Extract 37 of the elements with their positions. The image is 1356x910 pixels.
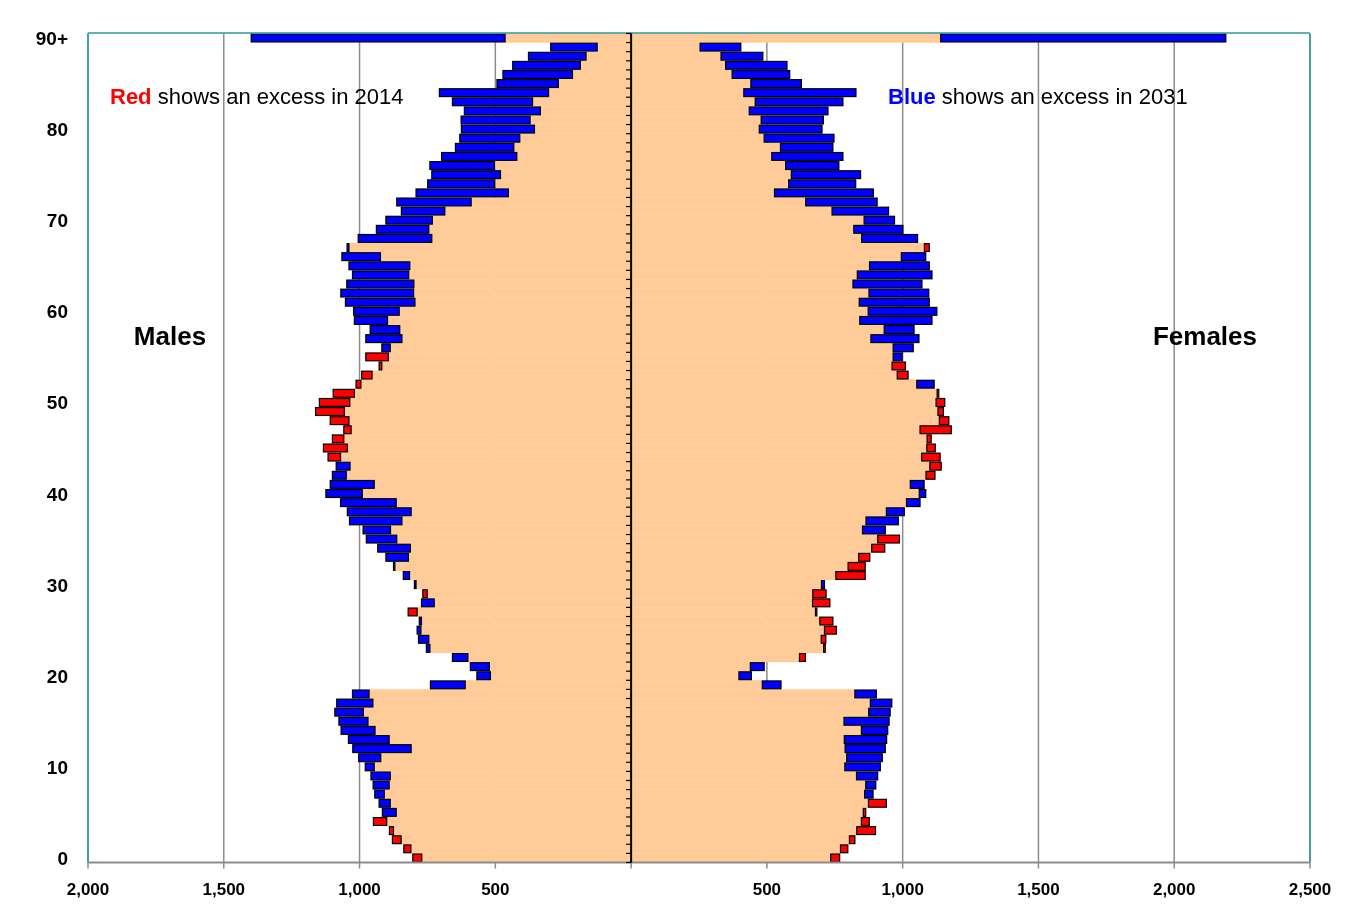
annotation: Blue shows an excess in 2031 — [888, 84, 1188, 109]
y-tick-label: 80 — [46, 119, 68, 141]
y-tick-label: 50 — [46, 392, 68, 414]
x-tick-label: 2,500 — [1288, 879, 1332, 899]
annotation: Females — [1152, 321, 1258, 351]
bar — [848, 835, 856, 845]
bar — [250, 33, 506, 43]
bar — [916, 379, 935, 389]
y-tick-label: 30 — [46, 574, 68, 596]
x-tick-label: 2,000 — [1152, 879, 1196, 899]
bar — [798, 653, 807, 663]
y-tick-label: 20 — [46, 665, 68, 687]
bar — [403, 844, 412, 854]
bar — [407, 607, 418, 617]
bar — [830, 853, 841, 863]
bar — [761, 680, 782, 690]
x-tick-label: 500 — [752, 879, 782, 899]
bar — [839, 844, 849, 854]
x-tick-label: 1,500 — [1017, 879, 1060, 899]
x-tick-label: 500 — [481, 879, 510, 899]
y-tick-label: 70 — [46, 210, 68, 232]
annotation: Males — [133, 321, 207, 351]
y-tick-label: 60 — [46, 301, 68, 323]
y-tick-label: 40 — [46, 483, 68, 505]
annotation: Red shows an excess in 2014 — [110, 84, 404, 109]
x-tick-label: 2,000 — [66, 879, 110, 899]
x-tick-label: 1,500 — [202, 879, 246, 899]
bar — [940, 33, 1227, 43]
x-tick-label: 1,000 — [881, 879, 924, 899]
y-tick-label: 10 — [46, 756, 68, 778]
y-tick-label: 90+ — [35, 28, 68, 50]
bar — [451, 653, 469, 663]
bar — [412, 853, 423, 863]
x-tick-label: 1,000 — [338, 879, 381, 899]
bar — [402, 571, 411, 581]
bar — [429, 680, 466, 690]
y-tick-label: 0 — [57, 847, 68, 869]
